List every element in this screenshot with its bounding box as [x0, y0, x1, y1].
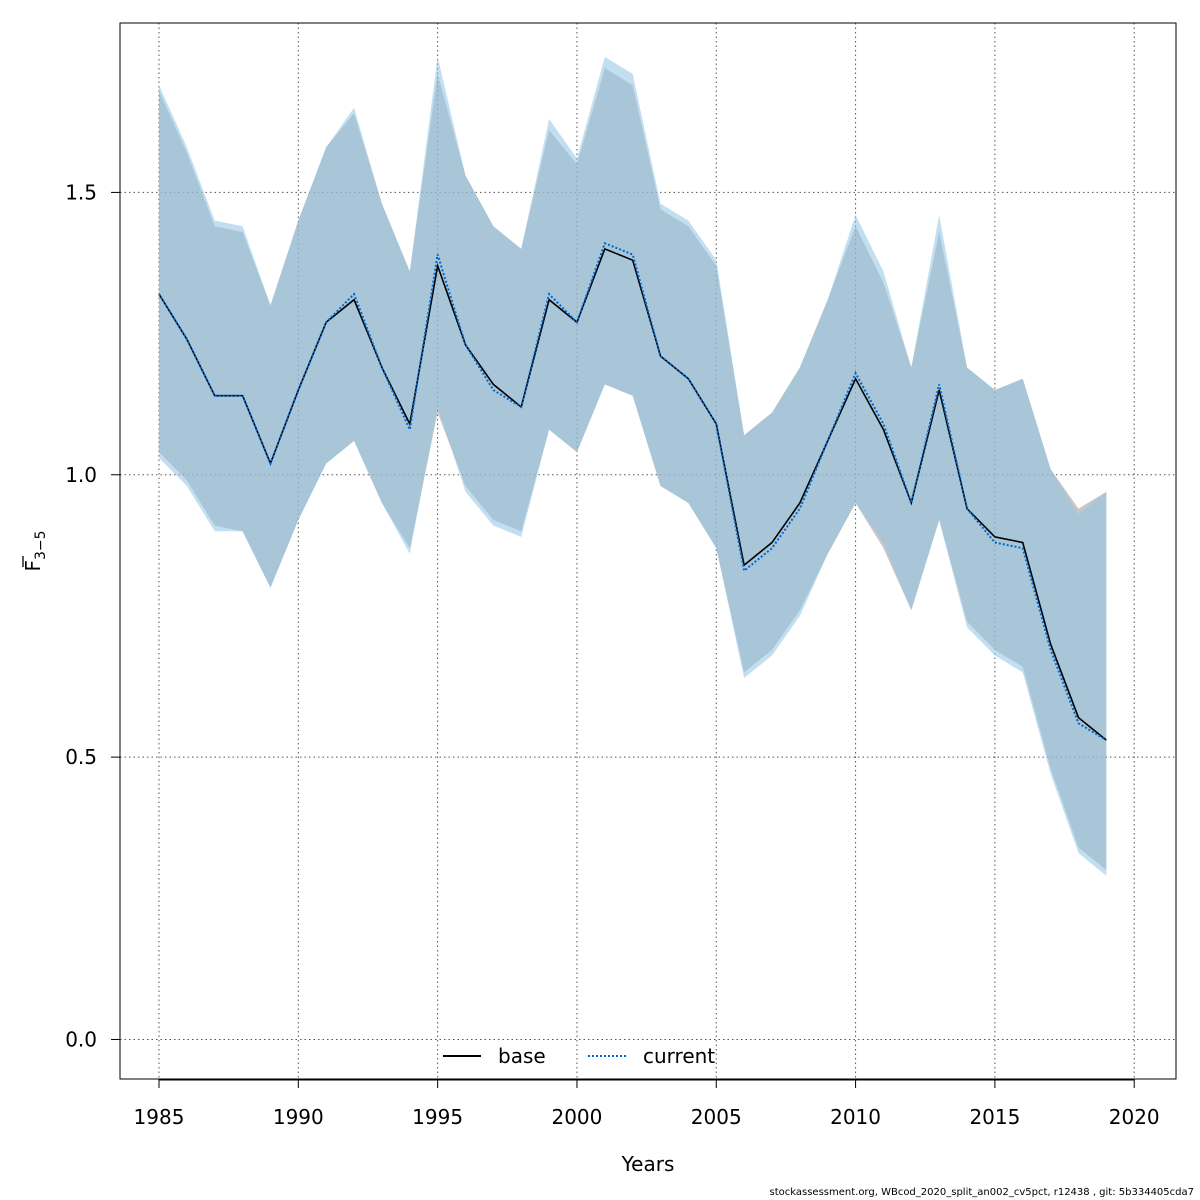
y-tick-label: 1.0: [65, 463, 97, 487]
x-tick-label: 2000: [551, 1105, 602, 1129]
x-tick-label: 2015: [969, 1105, 1020, 1129]
legend-label-base: base: [498, 1044, 546, 1068]
x-tick-label: 2010: [830, 1105, 881, 1129]
x-tick-label: 2020: [1109, 1105, 1160, 1129]
y-tick-label: 0.5: [65, 745, 97, 769]
y-axis-title: F3−5: [21, 530, 49, 571]
x-tick-label: 1985: [134, 1105, 185, 1129]
y-axis: 0.0 0.5 1.0 1.5: [65, 180, 121, 1051]
svg-text:F3−5: F3−5: [21, 530, 49, 571]
x-axis-title: Years: [621, 1152, 675, 1176]
series-lines: [158, 241, 1107, 742]
x-axis: 1985 1990 1995 2000 2005 2010 2015 2020: [134, 1079, 1160, 1129]
legend: base current: [443, 1044, 715, 1068]
y-tick-label: 1.5: [65, 180, 97, 204]
x-tick-label: 1995: [412, 1105, 463, 1129]
footer-credit: stockassessment.org, WBcod_2020_split_an…: [769, 1187, 1195, 1198]
x-tick-label: 2005: [691, 1105, 742, 1129]
y-tick-label: 0.0: [65, 1027, 97, 1051]
y-axis-title-main: F: [21, 560, 45, 572]
x-tick-label: 1990: [273, 1105, 324, 1129]
confidence-bands: [159, 56, 1107, 876]
y-axis-title-sub: 3−5: [33, 530, 49, 560]
legend-label-current: current: [643, 1044, 715, 1068]
line-current: [158, 241, 1107, 742]
band-current: [159, 56, 1107, 876]
